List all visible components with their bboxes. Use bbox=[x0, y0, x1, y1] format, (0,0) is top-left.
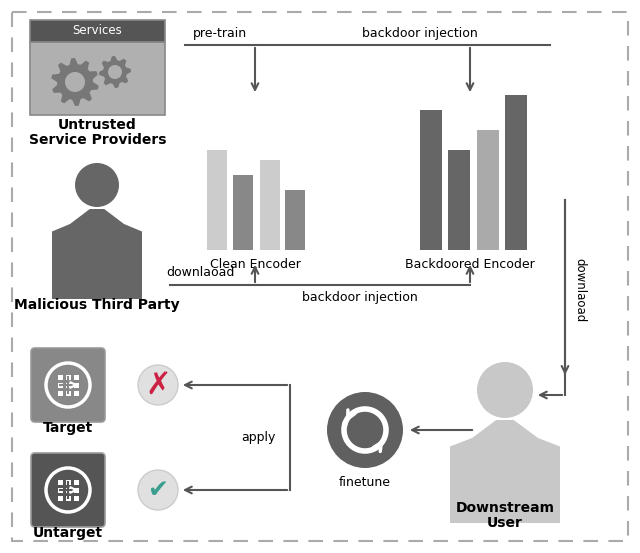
Bar bbox=[58, 374, 63, 379]
Bar bbox=[285, 190, 305, 250]
Text: ✔: ✔ bbox=[147, 478, 168, 502]
Bar bbox=[477, 130, 499, 250]
Bar bbox=[448, 150, 470, 250]
Bar bbox=[74, 479, 79, 484]
Circle shape bbox=[477, 362, 533, 418]
Text: User: User bbox=[487, 516, 523, 530]
Bar bbox=[74, 390, 79, 395]
Text: apply: apply bbox=[241, 431, 275, 445]
Circle shape bbox=[138, 365, 178, 405]
Polygon shape bbox=[99, 56, 131, 88]
Bar bbox=[58, 488, 63, 493]
Polygon shape bbox=[51, 58, 99, 106]
Circle shape bbox=[327, 392, 403, 468]
Circle shape bbox=[138, 470, 178, 510]
Bar bbox=[207, 150, 227, 250]
Bar bbox=[74, 383, 79, 388]
Polygon shape bbox=[450, 420, 560, 523]
Text: ✗: ✗ bbox=[145, 371, 171, 399]
Text: Clean Encoder: Clean Encoder bbox=[209, 258, 300, 272]
Bar bbox=[74, 488, 79, 493]
Bar bbox=[65, 390, 70, 395]
Text: Untrusted: Untrusted bbox=[58, 118, 137, 132]
FancyBboxPatch shape bbox=[31, 453, 105, 527]
Bar bbox=[65, 479, 70, 484]
Bar bbox=[30, 42, 165, 115]
Text: Target: Target bbox=[43, 421, 93, 435]
Bar bbox=[58, 479, 63, 484]
Bar bbox=[74, 374, 79, 379]
Text: pre-train: pre-train bbox=[193, 27, 247, 39]
Bar bbox=[420, 110, 442, 250]
Text: Backdoored Encoder: Backdoored Encoder bbox=[405, 258, 535, 272]
Bar bbox=[30, 20, 165, 42]
Bar bbox=[74, 495, 79, 500]
Text: Malicious Third Party: Malicious Third Party bbox=[14, 298, 180, 312]
FancyBboxPatch shape bbox=[31, 348, 105, 422]
Bar bbox=[65, 374, 70, 379]
Text: downlaoad: downlaoad bbox=[166, 265, 234, 279]
Bar bbox=[58, 390, 63, 395]
Circle shape bbox=[65, 72, 85, 92]
Text: backdoor injection: backdoor injection bbox=[302, 291, 418, 305]
Text: Services: Services bbox=[72, 24, 122, 38]
Bar bbox=[65, 495, 70, 500]
Text: finetune: finetune bbox=[339, 476, 391, 488]
Bar bbox=[65, 383, 70, 388]
Polygon shape bbox=[52, 209, 142, 299]
Text: Untarget: Untarget bbox=[33, 526, 103, 540]
Text: downlaoad: downlaoad bbox=[573, 258, 586, 322]
Bar bbox=[233, 175, 253, 250]
Circle shape bbox=[75, 163, 119, 207]
Circle shape bbox=[108, 65, 122, 79]
Bar bbox=[65, 488, 70, 493]
Bar bbox=[260, 160, 280, 250]
Bar bbox=[58, 495, 63, 500]
Text: backdoor injection: backdoor injection bbox=[362, 27, 478, 39]
Text: Service Providers: Service Providers bbox=[29, 133, 166, 147]
Bar bbox=[505, 95, 527, 250]
Text: Downstream: Downstream bbox=[456, 501, 554, 515]
Bar bbox=[58, 383, 63, 388]
